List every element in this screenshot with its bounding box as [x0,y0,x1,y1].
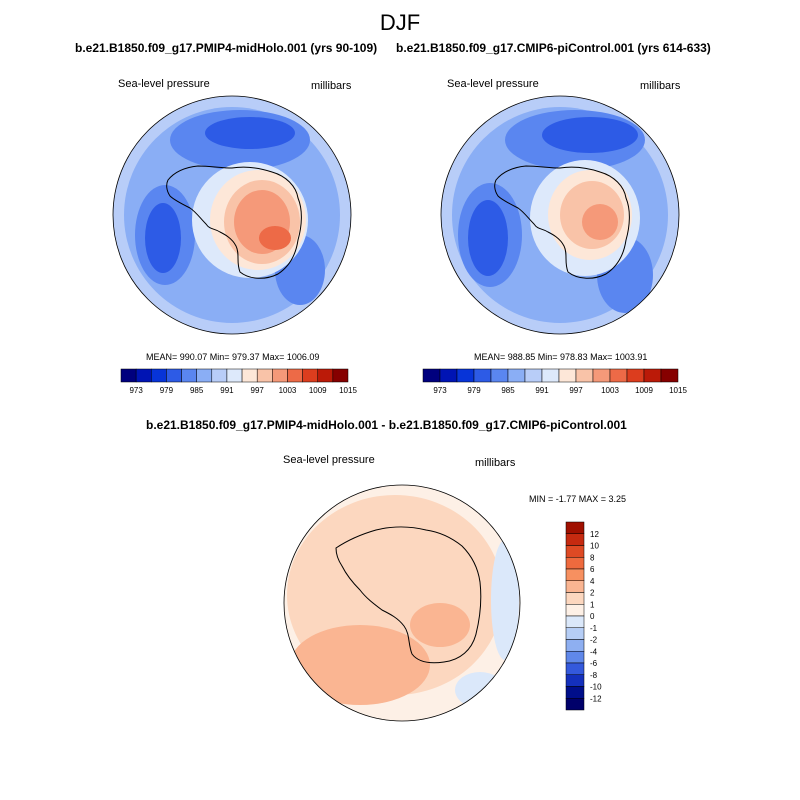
panel1-colorbar-swatch [241,368,258,383]
panel3-colorbar-swatch [565,651,585,664]
panel2-colorbar-tick: 1003 [601,386,619,395]
panel3-left-label: Sea-level pressure [283,454,375,466]
panel3-colorbar-swatch [565,604,585,617]
page-title: DJF [379,10,421,35]
panel1-map-fill [113,96,351,334]
panel2-stats: MEAN= 988.85 Min= 978.83 Max= 1003.91 [474,352,648,362]
panel1-colorbar: 973 979 985 991 997 1003 1009 1015 [120,368,357,395]
panel3-colorbar-tick: -4 [590,647,598,656]
panel3-colorbar-swatch [565,662,585,675]
panel1-left-label: Sea-level pressure [118,78,210,90]
panel3-colorbar-swatch [565,580,585,593]
panel3-colorbar-tick: -8 [590,671,598,680]
panel1-colorbar-swatch [302,368,318,383]
panel3-right-label: millibars [475,457,516,469]
panel1-colorbar-swatch [272,368,288,383]
panel2-colorbar-tick: 979 [467,386,481,395]
panel2-colorbar-tick: 973 [433,386,447,395]
panel1-colorbar-swatch [120,368,137,383]
panel3-colorbar-swatch [565,533,585,546]
panel2-left-label: Sea-level pressure [447,78,539,90]
panel3-map-fill [284,485,520,721]
panel3-colorbar-tick: 4 [590,577,595,586]
panel2-right-label: millibars [640,80,681,92]
panel3-colorbar-tick: 2 [590,589,595,598]
panel2-colorbar-swatch [473,368,492,383]
panel3-colorbar-swatch [565,674,585,687]
panel3-title: b.e21.B1850.f09_g17.PMIP4-midHolo.001 - … [146,418,627,432]
panel1-colorbar-tick: 973 [129,386,143,395]
panel2-colorbar-swatch [507,368,526,383]
panel3-colorbar-swatch [565,639,585,652]
panel1-colorbar-swatch [211,368,228,383]
panel3-colorbar-tick: -2 [590,636,598,645]
panel1-colorbar-swatch [332,368,349,383]
panel2-colorbar-swatch [524,368,543,383]
panel3-colorbar-tick: 0 [590,612,595,621]
panel1-colorbar-swatch [135,368,152,383]
panel1-title: b.e21.B1850.f09_g17.PMIP4-midHolo.001 (y… [75,41,378,55]
panel1-stats: MEAN= 990.07 Min= 979.37 Max= 1006.09 [146,352,320,362]
panel3-stats: MIN = -1.77 MAX = 3.25 [529,494,627,504]
panel3-colorbar-swatch [565,686,585,699]
panel3-colorbar-tick: 1 [590,600,595,609]
panel2-colorbar-swatch [422,368,441,383]
panel2-colorbar-swatch [592,368,611,383]
panel3-colorbar-swatch [565,557,585,570]
panel1-colorbar-swatch [317,368,334,383]
panel3-colorbar-swatch [565,627,585,640]
panel1-colorbar-tick: 1015 [339,386,357,395]
panel1-colorbar-swatch [181,368,197,383]
panel2-colorbar-tick: 985 [501,386,515,395]
panel2-colorbar-tick: 991 [535,386,549,395]
panel3-colorbar-swatch [565,545,585,558]
panel3-colorbar-tick: -1 [590,624,598,633]
panel1-colorbar-swatch [196,368,213,383]
panel3-colorbar-tick: -6 [590,659,598,668]
panel3-colorbar-swatch [565,521,585,534]
panel1-colorbar-swatch [166,368,182,383]
panel2-colorbar-swatch [456,368,475,383]
panel1-colorbar-swatch [226,368,243,383]
panel1-colorbar-swatch [287,368,303,383]
panel2-colorbar-swatch [626,368,645,383]
panel3-colorbar-swatch [565,615,585,628]
panel2-colorbar-swatch [643,368,662,383]
panel3-colorbar-tick: 8 [590,553,595,562]
panel2-colorbar-swatch [575,368,594,383]
panel1-colorbar-tick: 997 [251,386,265,395]
panel3-colorbar-swatch [565,698,585,711]
panel2-colorbar-swatch [490,368,509,383]
panel2-title: b.e21.B1850.f09_g17.CMIP6-piControl.001 … [396,41,711,55]
panel3-colorbar-swatch [565,592,585,605]
panel2-colorbar-swatch [609,368,628,383]
panel3-colorbar-swatch [565,568,585,581]
panel1-colorbar-swatch [151,368,167,383]
panel3-colorbar-tick: -10 [590,683,602,692]
panel1-right-label: millibars [311,80,352,92]
panel1-colorbar-tick: 979 [160,386,174,395]
panel2-colorbar-tick: 1009 [635,386,653,395]
panel3-colorbar-tick: 6 [590,565,595,574]
panel2-colorbar-swatch [660,368,679,383]
panel2-colorbar-swatch [558,368,577,383]
panel2-colorbar-swatch [439,368,458,383]
panel1-colorbar-tick: 1009 [309,386,327,395]
panel2-map-fill [441,96,679,334]
panel2-colorbar-tick: 997 [569,386,583,395]
panel1-colorbar-swatch [256,368,273,383]
panel3-colorbar-tick: 12 [590,530,599,539]
panel2-colorbar-swatch [541,368,560,383]
panel3-colorbar-tick: 10 [590,542,599,551]
panel1-colorbar-tick: 991 [220,386,234,395]
panel2-colorbar: 973 979 985 991 997 1003 1009 1015 [422,368,687,395]
panel1-colorbar-tick: 985 [190,386,204,395]
panel1-colorbar-tick: 1003 [279,386,297,395]
panel3-colorbar-tick: -12 [590,694,602,703]
panel2-colorbar-tick: 1015 [669,386,687,395]
